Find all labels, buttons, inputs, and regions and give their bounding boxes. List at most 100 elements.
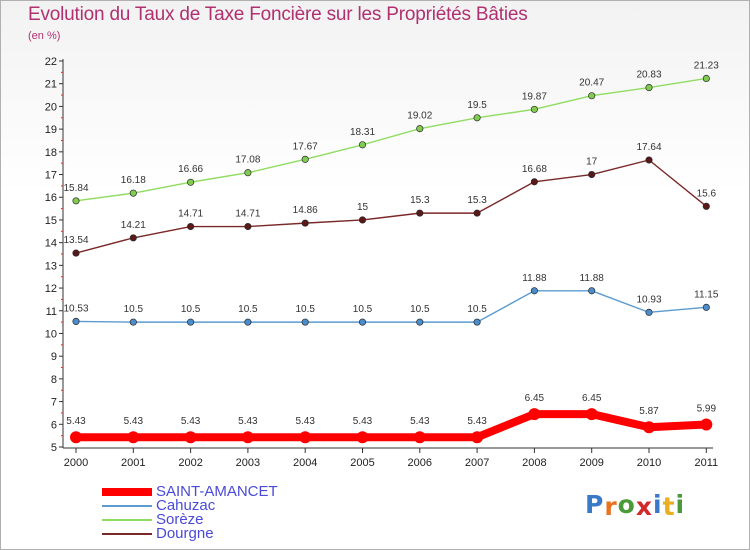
data-point — [244, 222, 252, 231]
data-label: 10.53 — [63, 303, 88, 314]
data-label: 14.71 — [235, 209, 260, 220]
data-label: 17.64 — [636, 142, 661, 153]
proxiti-logo: Proxiti — [585, 490, 686, 521]
data-label: 14.21 — [121, 220, 146, 231]
logo-letter: P — [585, 490, 605, 519]
y-tick-label: 12 — [45, 283, 57, 295]
x-tick-label: 2007 — [465, 457, 489, 469]
x-tick-label: 2006 — [408, 457, 432, 469]
data-point — [645, 308, 653, 316]
x-tick-label: 2009 — [579, 457, 603, 469]
data-point — [413, 431, 426, 444]
y-tick-label: 13 — [45, 260, 57, 272]
data-point — [416, 318, 424, 326]
data-point — [358, 141, 367, 149]
data-label: 5.43 — [238, 416, 258, 427]
data-point — [301, 155, 309, 163]
data-point — [473, 114, 481, 122]
data-point — [127, 431, 140, 444]
data-point — [358, 318, 367, 326]
data-point — [588, 170, 596, 179]
legend-swatch — [102, 519, 152, 521]
data-point — [129, 234, 137, 242]
data-label: 14.86 — [293, 205, 318, 216]
data-label: 19.5 — [467, 100, 487, 111]
data-point — [244, 169, 252, 177]
data-label: 5.43 — [410, 416, 430, 427]
x-tick-label: 2005 — [350, 457, 374, 469]
data-label: 10.93 — [636, 294, 661, 305]
x-tick-label: 2000 — [64, 457, 88, 469]
data-label: 10.5 — [181, 304, 201, 315]
data-point — [187, 178, 195, 186]
data-label: 17.67 — [293, 141, 318, 152]
legend-label: SAINT-AMANCET — [156, 483, 278, 500]
data-point — [184, 431, 197, 444]
data-label: 17 — [586, 157, 598, 168]
legend-item-saint-amancet: SAINT-AMANCET — [102, 483, 278, 500]
data-point — [473, 318, 481, 326]
legend-item-dourgne: Dourgne — [102, 525, 278, 542]
data-label: 14.71 — [178, 209, 203, 220]
y-tick-label: 10 — [45, 328, 57, 340]
y-tick-label: 20 — [45, 101, 57, 113]
data-point — [72, 197, 80, 205]
data-label: 19.87 — [522, 91, 547, 102]
data-point — [416, 209, 424, 217]
data-point — [187, 222, 195, 231]
data-point — [473, 209, 481, 217]
data-label: 10.5 — [124, 304, 144, 315]
logo-letter: i — [675, 490, 686, 519]
data-point — [645, 156, 653, 164]
series-line-dourgne — [75, 159, 707, 254]
x-tick-label: 2008 — [522, 457, 546, 469]
data-point — [301, 318, 309, 326]
data-label: 15.6 — [697, 188, 717, 199]
y-tick-label: 22 — [45, 56, 57, 68]
data-label: 10.5 — [353, 304, 373, 315]
data-label: 15 — [357, 202, 369, 213]
chart-unit: (en %) — [28, 30, 61, 42]
data-point — [530, 178, 538, 186]
x-tick-label: 2010 — [637, 457, 661, 469]
x-tick-label: 2011 — [694, 457, 718, 469]
data-point — [588, 92, 596, 100]
y-tick-label: 11 — [46, 306, 57, 318]
y-tick-label: 5 — [51, 442, 57, 454]
data-point — [645, 84, 653, 92]
data-label: 20.47 — [579, 78, 604, 89]
legend-item-sorèze: Sorèze — [102, 511, 278, 528]
y-tick-label: 9 — [51, 351, 57, 363]
data-label: 5.87 — [639, 406, 659, 417]
data-point — [356, 431, 369, 444]
y-tick-label: 17 — [45, 170, 57, 182]
data-label: 15.84 — [63, 183, 88, 194]
y-tick-label: 21 — [45, 79, 57, 91]
data-point — [244, 318, 252, 326]
series-line-cahuzac — [75, 290, 707, 323]
data-point — [299, 431, 312, 444]
data-label: 5.43 — [124, 416, 144, 427]
data-label: 5.43 — [295, 416, 315, 427]
chart-title: Evolution du Taux de Taxe Foncière sur l… — [28, 4, 528, 25]
y-tick-label: 19 — [45, 124, 57, 136]
data-label: 20.83 — [636, 70, 661, 81]
legend-swatch — [102, 505, 152, 507]
legend-label: Dourgne — [156, 525, 214, 542]
logo-letter: o — [617, 490, 636, 519]
y-tick-label: 15 — [45, 215, 57, 227]
data-label: 21.23 — [694, 60, 719, 71]
y-tick-label: 14 — [45, 238, 57, 250]
data-label: 5.99 — [697, 404, 717, 415]
x-tick-label: 2001 — [121, 457, 145, 469]
legend-label: Sorèze — [156, 511, 204, 528]
data-point — [585, 408, 598, 421]
data-label: 15.3 — [410, 195, 430, 206]
data-point — [70, 431, 82, 444]
series-line-sorèze — [75, 77, 707, 202]
data-label: 13.54 — [63, 235, 88, 246]
data-point — [702, 74, 710, 83]
data-point — [530, 105, 538, 113]
legend-label: Cahuzac — [156, 497, 216, 514]
